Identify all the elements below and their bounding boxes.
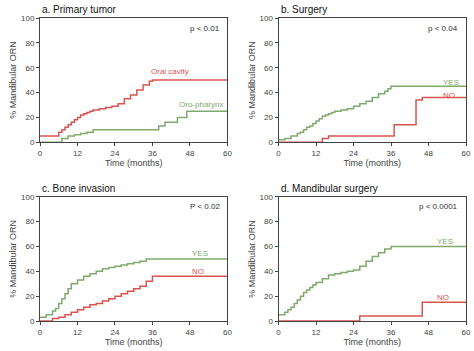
svg-text:40: 40 — [25, 88, 34, 97]
svg-text:YES: YES — [437, 237, 453, 246]
svg-text:80: 80 — [264, 39, 273, 48]
svg-text:0: 0 — [30, 317, 35, 326]
svg-text:36: 36 — [148, 149, 157, 158]
svg-text:a. Primary tumor: a. Primary tumor — [42, 4, 117, 15]
svg-text:80: 80 — [25, 217, 34, 226]
svg-text:100: 100 — [260, 193, 274, 202]
svg-text:12: 12 — [73, 328, 82, 337]
svg-text:20: 20 — [264, 113, 273, 122]
svg-text:48: 48 — [185, 149, 194, 158]
svg-text:% Mandibular ORN: % Mandibular ORN — [8, 220, 18, 298]
svg-text:48: 48 — [185, 328, 194, 337]
svg-text:80: 80 — [25, 39, 34, 48]
svg-text:NO: NO — [192, 267, 204, 276]
svg-text:80: 80 — [264, 217, 273, 226]
svg-text:100: 100 — [260, 14, 274, 23]
svg-text:YES: YES — [443, 78, 459, 87]
svg-text:20: 20 — [25, 113, 34, 122]
svg-text:24: 24 — [111, 149, 120, 158]
svg-text:0: 0 — [38, 328, 43, 337]
svg-text:0: 0 — [38, 149, 43, 158]
svg-text:12: 12 — [312, 328, 321, 337]
svg-text:20: 20 — [264, 292, 273, 301]
svg-text:Oral cavity: Oral cavity — [151, 67, 189, 76]
svg-text:p < 0.0001: p < 0.0001 — [419, 202, 458, 211]
svg-text:0: 0 — [30, 138, 35, 147]
svg-text:Time (months): Time (months) — [105, 158, 163, 168]
svg-text:% Mandibular ORN: % Mandibular ORN — [8, 41, 18, 119]
svg-text:12: 12 — [73, 149, 82, 158]
svg-text:60: 60 — [462, 328, 471, 337]
svg-text:0: 0 — [276, 328, 281, 337]
svg-text:Time (months): Time (months) — [343, 337, 401, 347]
svg-text:60: 60 — [264, 63, 273, 72]
svg-text:24: 24 — [111, 328, 120, 337]
svg-text:40: 40 — [264, 88, 273, 97]
svg-text:12: 12 — [312, 149, 321, 158]
svg-text:20: 20 — [25, 292, 34, 301]
svg-text:Time (months): Time (months) — [343, 158, 401, 168]
svg-text:0: 0 — [269, 317, 274, 326]
svg-text:% Mandibular ORN: % Mandibular ORN — [247, 220, 257, 298]
svg-text:d. Mandibular surgery: d. Mandibular surgery — [281, 183, 378, 194]
svg-text:p < 0.01: p < 0.01 — [190, 24, 220, 33]
svg-text:p < 0.04: p < 0.04 — [428, 24, 458, 33]
svg-text:0: 0 — [269, 138, 274, 147]
svg-text:24: 24 — [349, 149, 358, 158]
svg-text:48: 48 — [424, 328, 433, 337]
svg-text:NO: NO — [437, 293, 449, 302]
svg-text:Oro-pharynx: Oro-pharynx — [179, 100, 223, 109]
svg-text:36: 36 — [387, 149, 396, 158]
svg-text:60: 60 — [25, 242, 34, 251]
svg-text:b. Surgery: b. Surgery — [281, 4, 327, 15]
svg-text:60: 60 — [223, 328, 232, 337]
svg-text:c. Bone invasion: c. Bone invasion — [42, 183, 115, 194]
svg-text:60: 60 — [462, 149, 471, 158]
svg-text:36: 36 — [387, 328, 396, 337]
svg-text:60: 60 — [25, 63, 34, 72]
svg-text:24: 24 — [349, 328, 358, 337]
svg-text:% Mandibular ORN: % Mandibular ORN — [247, 41, 257, 119]
svg-text:P < 0.02: P < 0.02 — [190, 202, 220, 211]
svg-text:40: 40 — [264, 267, 273, 276]
svg-text:YES: YES — [192, 249, 208, 258]
svg-text:60: 60 — [264, 242, 273, 251]
svg-text:100: 100 — [21, 193, 35, 202]
svg-text:60: 60 — [223, 149, 232, 158]
svg-text:Time (months): Time (months) — [105, 337, 163, 347]
svg-text:48: 48 — [424, 149, 433, 158]
svg-text:100: 100 — [21, 14, 35, 23]
svg-text:NO: NO — [443, 91, 455, 100]
svg-text:36: 36 — [148, 328, 157, 337]
svg-text:40: 40 — [25, 267, 34, 276]
svg-text:0: 0 — [276, 149, 281, 158]
